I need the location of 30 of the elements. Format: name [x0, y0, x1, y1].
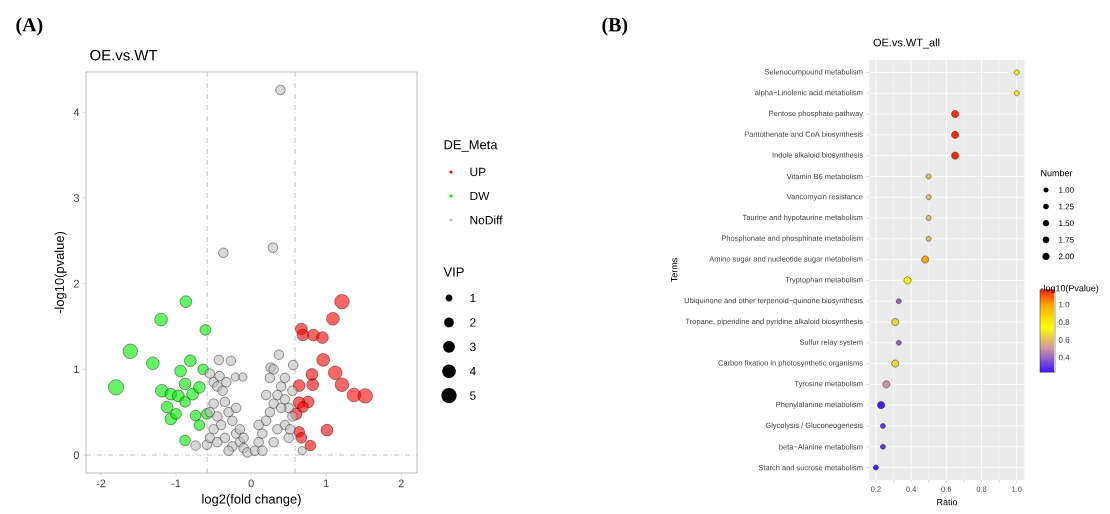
- x-tick-label: -1: [171, 479, 181, 488]
- color-bar-title: -log10(Pvalue): [1040, 284, 1099, 294]
- chart-title: OE.vs.WT: [90, 49, 158, 61]
- legend-title: DE_Meta: [444, 140, 498, 152]
- legend-title: Number: [1041, 169, 1073, 177]
- legend-label: 2: [470, 318, 476, 327]
- y-tick-label: 4: [73, 108, 80, 117]
- x-tick-label: 2: [398, 479, 404, 488]
- y-axis-title: Terms: [671, 258, 678, 282]
- y-tick-label: 1: [74, 365, 79, 374]
- legend-label: 3: [469, 342, 476, 352]
- legend-label: 1: [470, 293, 476, 303]
- legend-label: DW: [470, 191, 490, 201]
- text: (B): [602, 17, 628, 36]
- y-axis-title: -log10(pvalue): [54, 231, 67, 314]
- x-tick-label: -2: [96, 479, 106, 488]
- legend-label: 4: [469, 367, 476, 376]
- legend-label: UP: [470, 167, 486, 177]
- x-tick-label: 1: [323, 479, 329, 488]
- text: (A): [16, 17, 43, 36]
- y-tick-label: 0: [73, 451, 80, 459]
- x-axis-title: Ratio: [937, 498, 958, 506]
- text: VIP: [443, 267, 464, 277]
- x-axis-title: log2(fold change): [202, 494, 301, 507]
- legend-label: 5: [470, 391, 476, 400]
- chart-title: OE.vs.WT_all: [873, 38, 940, 49]
- legend-label: NoDiff: [470, 215, 503, 225]
- x-tick-label: 0: [248, 479, 254, 488]
- y-tick-label: 3: [73, 194, 79, 202]
- y-tick-label: 2: [73, 279, 79, 288]
